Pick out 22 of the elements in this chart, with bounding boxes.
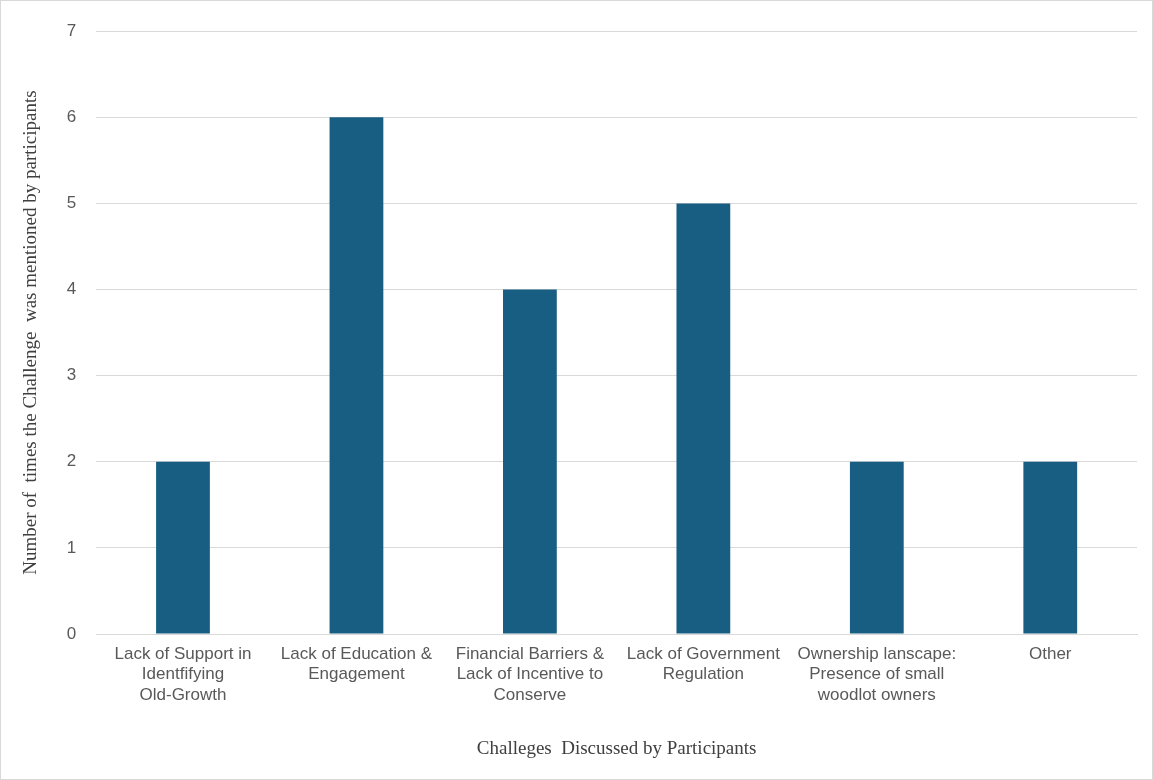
bar [329,117,384,634]
y-tick-label: 0 [66,623,77,643]
x-tick-label: Financial Barriers & Lack of Incentive to Conserve [455,643,605,704]
x-tick-label: Lack of Government Regulation [626,643,781,684]
y-tick-label: 5 [66,193,77,213]
y-tick-label: 4 [66,279,77,299]
bar [849,461,904,634]
bar [1023,461,1078,634]
y-tick-label: 3 [66,365,77,385]
bar [676,203,731,634]
bar [156,461,210,634]
x-tick-label: Other [1029,643,1072,663]
x-tick-label: Lack of Education & Engagement [280,643,433,684]
y-tick-label: 2 [66,451,77,471]
y-axis-title: Number of times the Challenge was mentioned by participants [19,90,41,575]
x-tick-label: Ownership lanscape: Presence of small woodlot owners [797,643,957,704]
x-tick-label: Lack of Support in Identfifying Old-Growth [114,643,252,704]
y-tick-label: 7 [66,20,77,40]
y-tick-label: 6 [66,107,77,126]
bar [503,289,557,634]
y-tick-label: 1 [66,537,77,557]
x-axis-title: Challeges Discussed by Participants [476,736,757,758]
